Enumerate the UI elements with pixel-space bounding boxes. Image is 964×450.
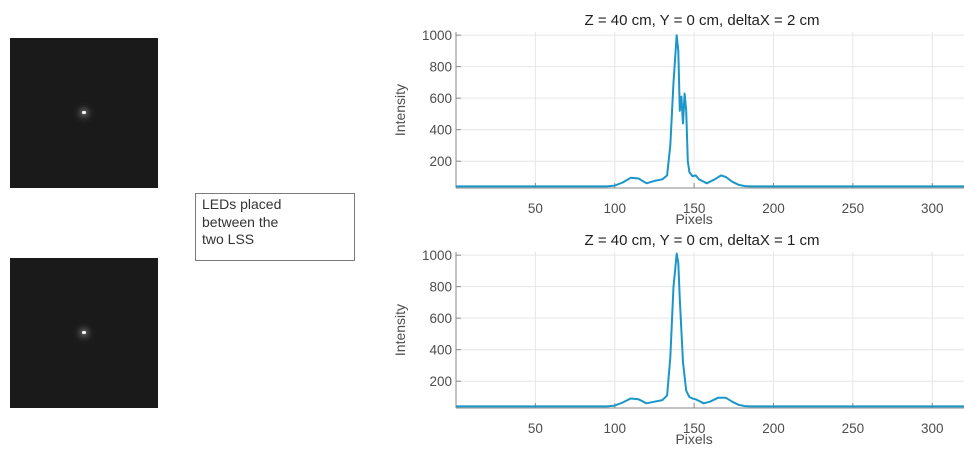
series-line (456, 34, 964, 188)
y-tick-label: 800 (429, 60, 452, 75)
x-axis-label: Pixels (675, 431, 712, 447)
y-axis-label: Intensity (392, 304, 408, 356)
chart-title: Z = 40 cm, Y = 0 cm, deltaX = 1 cm (585, 232, 820, 249)
y-tick-label: 1000 (422, 248, 452, 263)
plot-area (456, 252, 964, 408)
plot-area (456, 32, 964, 188)
x-tick-label: 100 (603, 201, 626, 216)
x-axis-label: Pixels (675, 211, 712, 227)
sensor-image-bottom (10, 258, 158, 408)
x-tick-label: 200 (762, 201, 785, 216)
annotation-line: two LSS (202, 231, 255, 247)
light-spot (82, 331, 86, 334)
x-tick-label: 50 (528, 201, 543, 216)
light-spot (82, 111, 86, 114)
annotation-line: between the (202, 213, 279, 230)
y-tick-label: 200 (429, 374, 452, 389)
x-tick-label: 300 (921, 201, 944, 216)
y-tick-label: 600 (429, 311, 452, 326)
x-tick-label: 200 (762, 421, 785, 436)
x-tick-label: 150 (683, 421, 706, 436)
y-tick-label: 400 (429, 343, 452, 358)
annotation-line: LEDs placed (202, 196, 282, 212)
x-tick-label: 100 (603, 421, 626, 436)
sensor-image-top (10, 38, 158, 188)
x-tick-label: 50 (528, 421, 543, 436)
x-tick-label: 250 (842, 201, 865, 216)
series-line (456, 252, 964, 408)
y-axis-label: Intensity (392, 84, 408, 136)
x-tick-label: 300 (921, 421, 944, 436)
x-tick-label: 150 (683, 201, 706, 216)
y-tick-label: 1000 (422, 28, 452, 43)
y-tick-label: 400 (429, 123, 452, 138)
annotation-box: LEDs placed between the two LSS (195, 193, 355, 261)
y-tick-label: 200 (429, 154, 452, 169)
chart-title: Z = 40 cm, Y = 0 cm, deltaX = 2 cm (585, 12, 820, 29)
y-tick-label: 600 (429, 91, 452, 106)
y-tick-label: 800 (429, 280, 452, 295)
x-tick-label: 250 (842, 421, 865, 436)
